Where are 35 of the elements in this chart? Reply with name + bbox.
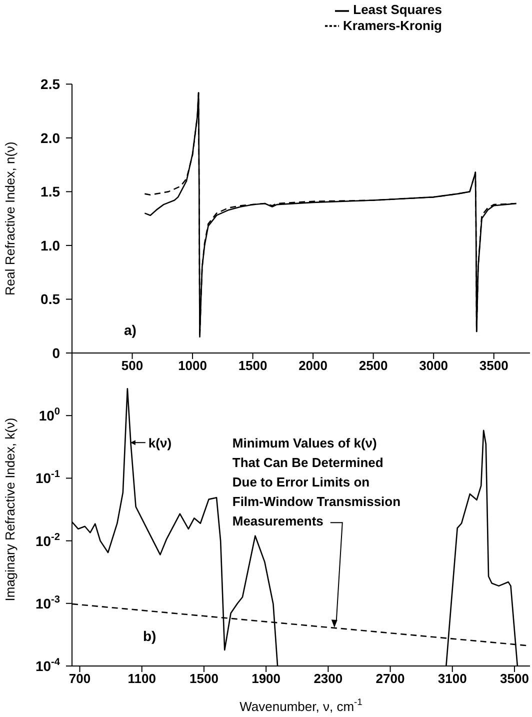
x-tick-label: 3000 (419, 358, 448, 374)
y-axis-title: Real Refractive Index, n(ν) (2, 142, 18, 296)
x-tick-label: 1100 (128, 671, 156, 686)
y-tick-label: 0 (52, 345, 60, 361)
legend-label: k(ν) (148, 436, 172, 451)
y-tick-label: 10$^{-3}$ (35, 594, 60, 612)
x-tick-label: 3500 (479, 358, 508, 374)
x-tick-label: 2700 (376, 671, 405, 686)
legend-label: Kramers-Kronig (343, 18, 442, 33)
y-axis-title: Imaginary Refractive Index, k(ν) (2, 418, 18, 602)
x-tick-label: 1500 (190, 671, 218, 686)
y-tick-label: 0.5 (40, 291, 60, 308)
y-tick-label: 10$^{0}$ (38, 406, 60, 424)
annotation: a) (124, 322, 136, 338)
y-tick-label: 10$^{-2}$ (35, 532, 60, 549)
y-tick-label: 2.5 (40, 76, 60, 92)
x-tick-label: 1900 (252, 671, 281, 686)
x-tick-label: 2000 (298, 358, 328, 374)
annotation: Minimum Values of k(ν) That Can Be Determined Due to Error Limits on Film-Window Transmission Measurements (232, 436, 401, 529)
y-tick-label: 2.0 (40, 130, 60, 146)
y-tick-label: 10$^{-4}$ (35, 657, 60, 674)
x-tick-label: 2300 (314, 671, 343, 686)
y-tick-label: 1.5 (40, 184, 60, 200)
x-axis-title: Wavenumber, ν, cm$^{-1}$ (240, 697, 362, 714)
y-tick-label: 1.0 (40, 237, 60, 254)
x-tick-label: 3100 (438, 671, 467, 686)
x-tick-label: 500 (121, 358, 144, 374)
x-tick-label: 1000 (178, 358, 207, 374)
legend-label: Least Squares (353, 2, 442, 17)
x-tick-label: 700 (68, 671, 91, 686)
annotation: b) (143, 628, 156, 644)
x-tick-label: 1500 (238, 358, 268, 374)
x-tick-label: 2500 (358, 358, 388, 374)
x-tick-label: 3500 (500, 671, 529, 686)
y-tick-label: 10$^{-1}$ (35, 469, 60, 486)
